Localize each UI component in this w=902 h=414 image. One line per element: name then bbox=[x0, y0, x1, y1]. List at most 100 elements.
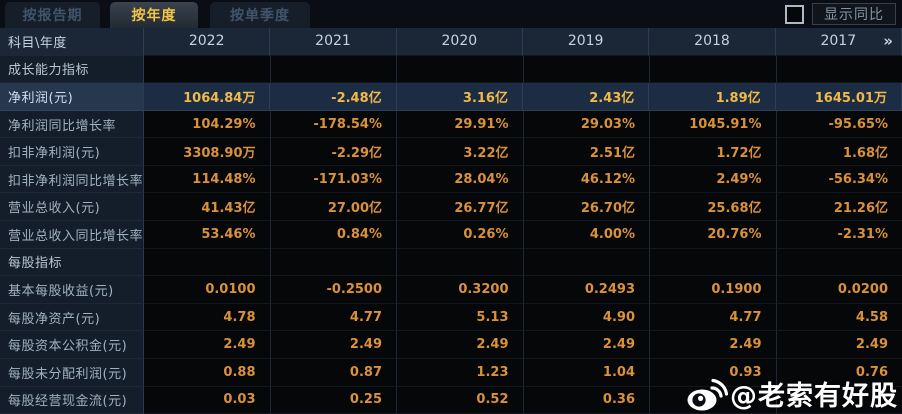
table-row: 每股未分配利润(元) 0.88 0.87 1.23 1.04 0.93 0.76 bbox=[0, 358, 902, 387]
row-label: 净利润(元) bbox=[0, 83, 144, 111]
row-label: 成长能力指标 bbox=[0, 55, 144, 84]
cell-value: 26.77亿 bbox=[397, 193, 524, 222]
cell-value bbox=[776, 55, 902, 84]
table-row: 营业总收入(元) 41.43亿 27.00亿 26.77亿 26.70亿 25.68亿 21… bbox=[0, 193, 902, 222]
table-row: 净利润同比增长率 104.29% -178.54% 29.91% 29.03% 1045.… bbox=[0, 110, 902, 139]
cell-value: 2.49 bbox=[650, 331, 777, 359]
cell-value: 0.0100 bbox=[144, 276, 271, 304]
corner-cell: 科目\年度 bbox=[0, 28, 144, 56]
cell-value: -2.31% bbox=[776, 221, 902, 249]
table-header-row: 科目\年度 2022 2021 2020 2019 2018 2017 » bbox=[0, 28, 902, 56]
cell-value bbox=[650, 248, 777, 277]
year-label: 2020 bbox=[441, 33, 478, 50]
cell-value: 0.2493 bbox=[523, 276, 650, 304]
cell-value: 2.49 bbox=[523, 331, 650, 359]
cell-value: 4.00% bbox=[523, 221, 650, 249]
year-header-2017: 2017 » bbox=[775, 28, 902, 56]
show-yoy-checkbox[interactable] bbox=[785, 4, 804, 24]
cell-value: -2.48亿 bbox=[270, 83, 397, 111]
cell-value: 1064.84万 bbox=[144, 83, 271, 111]
tab-by-year[interactable]: 按年度 bbox=[110, 2, 198, 28]
cell-value bbox=[650, 55, 777, 84]
cell-value: 4.78 bbox=[144, 303, 271, 332]
cell-value: 1.72亿 bbox=[650, 138, 777, 166]
cell-value bbox=[523, 55, 650, 84]
cell-value bbox=[144, 55, 271, 84]
cell-value: 20.76% bbox=[650, 221, 777, 249]
cell-value: 28.04% bbox=[397, 165, 524, 194]
section-row: 成长能力指标 bbox=[0, 55, 902, 84]
table-row: 扣非净利润同比增长率 114.48% -171.03% 28.04% 46.12% 2.4… bbox=[0, 165, 902, 194]
row-label: 扣非净利润同比增长率 bbox=[0, 165, 144, 194]
year-header-2020: 2020 bbox=[396, 28, 523, 56]
cell-value: 41.43亿 bbox=[144, 193, 271, 222]
cell-value: -2.29亿 bbox=[270, 138, 397, 166]
cell-value bbox=[397, 248, 524, 277]
cell-value: 0.52 bbox=[397, 386, 524, 414]
cell-value: 53.46% bbox=[144, 221, 271, 249]
cell-value: 2.43亿 bbox=[522, 83, 650, 111]
year-header-2019: 2019 bbox=[522, 28, 650, 56]
period-tabbar: 按报告期 按年度 按单季度 显示同比 bbox=[0, 0, 902, 28]
cell-value: 29.91% bbox=[397, 110, 524, 139]
tab-by-quarter[interactable]: 按单季度 bbox=[210, 2, 310, 28]
cell-value: 4.90 bbox=[523, 303, 650, 332]
cell-value: 114.48% bbox=[144, 165, 271, 194]
cell-value bbox=[776, 248, 902, 277]
cell-value: 0.87 bbox=[270, 358, 397, 387]
row-label: 净利润同比增长率 bbox=[0, 110, 144, 139]
cell-value bbox=[523, 248, 650, 277]
table-row: 每股资本公积金(元) 2.49 2.49 2.49 2.49 2.49 2.49 bbox=[0, 331, 902, 359]
cell-value bbox=[397, 55, 524, 84]
table-row: 扣非净利润(元) 3308.90万 -2.29亿 3.22亿 2.51亿 1.72亿 1.6… bbox=[0, 138, 902, 166]
cell-value: 0.88 bbox=[144, 358, 271, 387]
cell-value: 3.22亿 bbox=[397, 138, 524, 166]
year-label: 2017 bbox=[820, 33, 857, 50]
cell-value: 26.70亿 bbox=[523, 193, 650, 222]
table-row: 基本每股收益(元) 0.0100 -0.2500 0.3200 0.2493 0.1900… bbox=[0, 276, 902, 304]
cell-value bbox=[270, 55, 397, 84]
cell-value: 4.77 bbox=[270, 303, 397, 332]
row-label: 营业总收入(元) bbox=[0, 193, 144, 222]
cell-value: 104.29% bbox=[144, 110, 271, 139]
table-row: 营业总收入同比增长率 53.46% 0.84% 0.26% 4.00% 20.76% -2.… bbox=[0, 221, 902, 249]
cell-value: 1.68亿 bbox=[776, 138, 902, 166]
cell-value: 3.16亿 bbox=[396, 83, 523, 111]
cell-value bbox=[650, 386, 777, 414]
cell-value bbox=[776, 386, 902, 414]
cell-value: 3308.90万 bbox=[144, 138, 271, 166]
cell-value: 0.03 bbox=[144, 386, 271, 414]
cell-value: -56.34% bbox=[776, 165, 902, 194]
table-row: 净利润(元) 1064.84万 -2.48亿 3.16亿 2.43亿 1.89亿 1645.… bbox=[0, 83, 902, 111]
cell-value: 2.49 bbox=[144, 331, 271, 359]
cell-value: 4.77 bbox=[650, 303, 777, 332]
year-label: 2018 bbox=[694, 33, 730, 50]
year-label: 2021 bbox=[315, 33, 351, 50]
cell-value: 0.84% bbox=[270, 221, 397, 249]
cell-value: 46.12% bbox=[523, 165, 650, 194]
show-yoy-label[interactable]: 显示同比 bbox=[812, 3, 896, 25]
year-header-2021: 2021 bbox=[270, 28, 397, 56]
year-header-2018: 2018 bbox=[649, 28, 776, 56]
show-yoy-control: 显示同比 bbox=[785, 3, 896, 25]
cell-value: 5.13 bbox=[397, 303, 524, 332]
section-row: 每股指标 bbox=[0, 248, 902, 277]
cell-value: 0.25 bbox=[270, 386, 397, 414]
cell-value: 25.68亿 bbox=[650, 193, 777, 222]
cell-value: 1645.01万 bbox=[775, 83, 902, 111]
more-years-icon[interactable]: » bbox=[883, 32, 893, 51]
cell-value: -95.65% bbox=[776, 110, 902, 139]
row-label: 扣非净利润(元) bbox=[0, 138, 144, 166]
cell-value: -0.2500 bbox=[270, 276, 397, 304]
cell-value: 1045.91% bbox=[650, 110, 777, 139]
cell-value: 1.04 bbox=[523, 358, 650, 387]
tab-by-report-period[interactable]: 按报告期 bbox=[5, 2, 100, 28]
row-label: 基本每股收益(元) bbox=[0, 276, 144, 304]
cell-value bbox=[144, 248, 271, 277]
cell-value: 2.49 bbox=[270, 331, 397, 359]
cell-value: 0.93 bbox=[650, 358, 777, 387]
cell-value: -178.54% bbox=[270, 110, 397, 139]
cell-value: 4.58 bbox=[776, 303, 902, 332]
financial-table: 科目\年度 2022 2021 2020 2019 2018 2017 » 成长… bbox=[0, 28, 902, 414]
